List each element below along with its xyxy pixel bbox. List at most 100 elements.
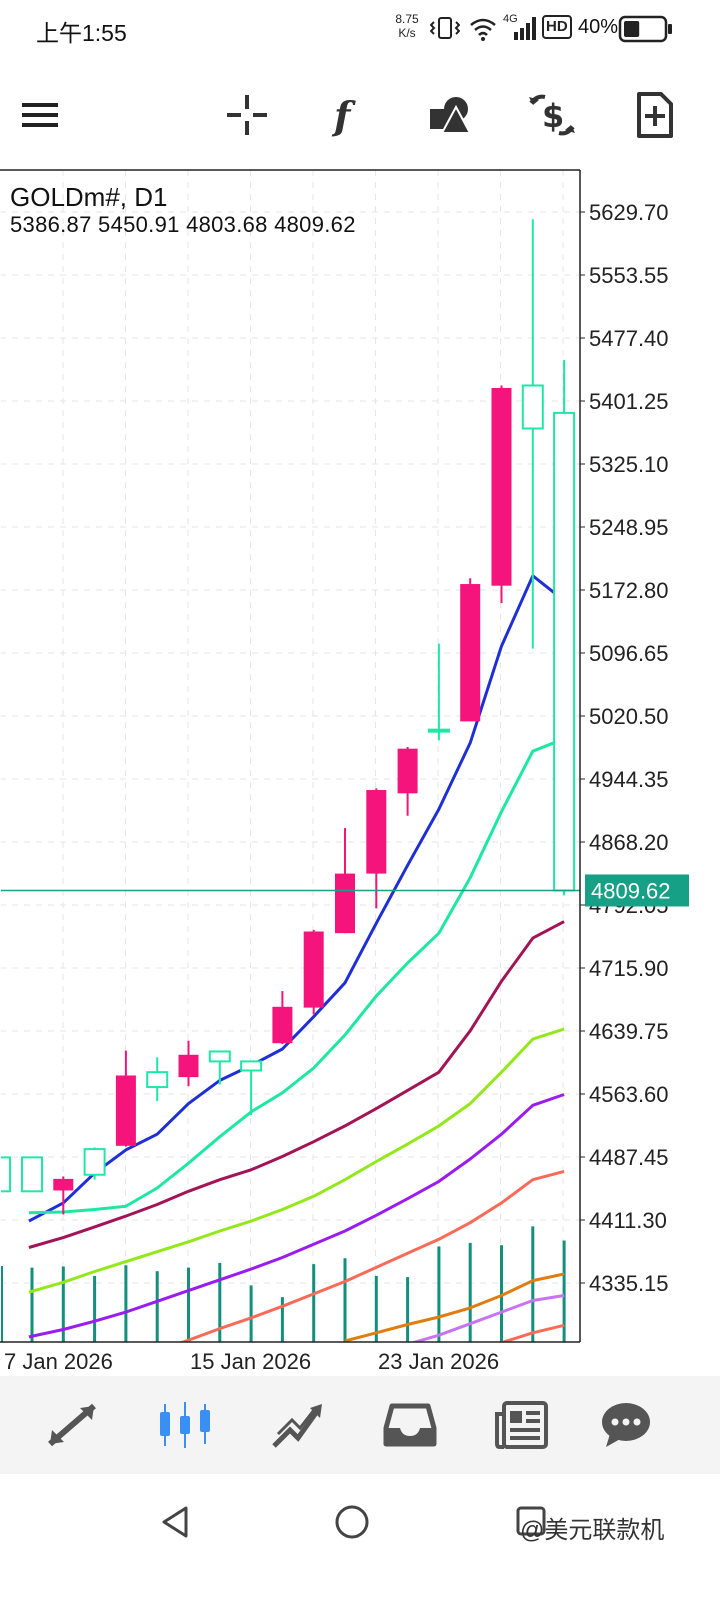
price-tick-label: 5248.95	[589, 515, 669, 540]
nav-history[interactable]	[360, 1376, 460, 1474]
chart-ohlc-values: 5386.87 5450.91 4803.68 4809.62	[10, 212, 356, 237]
crosshair-button[interactable]	[212, 70, 282, 160]
volume-bar	[531, 1226, 535, 1342]
moving-average-line	[501, 1323, 565, 1342]
volume-bar	[437, 1246, 441, 1342]
new-order-icon	[637, 92, 673, 138]
candle-body	[427, 728, 450, 733]
svg-text:$: $	[542, 97, 564, 135]
price-tick-label: 5325.10	[589, 452, 669, 477]
moving-average-line	[178, 1169, 565, 1342]
price-tick-label: 4944.35	[589, 767, 669, 792]
moving-average-line	[28, 1093, 565, 1339]
svg-text:f: f	[331, 93, 356, 137]
moving-average-line	[344, 1272, 565, 1342]
volume-bar	[93, 1275, 97, 1342]
volume-bar	[30, 1267, 34, 1342]
moving-average-line	[28, 574, 566, 1223]
dollar-refresh-icon: $	[529, 94, 575, 136]
candle-body	[115, 1075, 136, 1146]
volume-bar	[312, 1264, 316, 1342]
price-tick-label: 5553.55	[589, 263, 669, 288]
bottom-navigation	[0, 1376, 720, 1474]
trade-icon	[272, 1404, 322, 1448]
news-icon	[495, 1401, 548, 1449]
volume-bar	[280, 1297, 284, 1342]
candle-body	[397, 748, 418, 794]
candle-body	[272, 1006, 293, 1044]
volume-bar	[1, 1266, 3, 1342]
status-bar: 上午1:55 8.75 K/s 4G HD 40%	[0, 0, 720, 60]
volume-bar	[155, 1271, 159, 1342]
moving-average-line	[28, 920, 565, 1249]
moving-average-line	[410, 1294, 565, 1342]
price-tick-label: 4715.90	[589, 956, 669, 981]
candle-body	[21, 1156, 43, 1193]
candle-body	[460, 584, 481, 722]
candle-body	[335, 873, 355, 934]
plot-group	[1, 171, 580, 1342]
time-tick-label: 23 Jan 2026	[378, 1349, 499, 1372]
indicators-button[interactable]: f	[313, 70, 383, 160]
price-tick-label: 5020.50	[589, 704, 669, 729]
vibrate-icon	[430, 17, 460, 39]
nav-quotes[interactable]	[22, 1376, 122, 1474]
nav-chart[interactable]	[135, 1376, 235, 1474]
price-tick-label: 4411.30	[589, 1208, 667, 1233]
price-tick-label: 5477.40	[589, 326, 669, 351]
new-order-button[interactable]	[620, 70, 690, 160]
chart-canvas[interactable]: 5629.70 5553.55 5477.40 5401.25 5325.10 5248.…	[0, 168, 720, 1372]
candle-body	[491, 387, 512, 586]
network-speed: 8.75 K/s	[390, 12, 424, 40]
recents-icon[interactable]	[514, 1504, 550, 1540]
volume-bar	[218, 1262, 222, 1342]
price-chart[interactable]: 5629.70 5553.55 5477.40 5401.25 5325.10 5248.…	[0, 168, 720, 1372]
chart-icon	[160, 1402, 210, 1448]
current-price-tag	[585, 874, 689, 907]
volume-bar	[374, 1275, 378, 1342]
objects-button[interactable]	[415, 70, 485, 160]
hd-badge: HD	[542, 15, 572, 39]
price-tick-label: 4563.60	[589, 1082, 669, 1107]
candle-body	[366, 790, 387, 874]
menu-button[interactable]	[5, 70, 75, 160]
nav-news[interactable]	[472, 1376, 572, 1474]
price-tick-label: 4639.75	[589, 1019, 669, 1044]
candle-body	[178, 1054, 199, 1078]
volume-bar	[562, 1240, 566, 1342]
candle-body	[83, 1148, 106, 1176]
system-navigation	[0, 1474, 720, 1600]
candle-body	[240, 1060, 263, 1072]
chart-symbol-title: GOLDm#, D1	[10, 182, 168, 212]
time-tick-label: 7 Jan 2026	[4, 1349, 113, 1372]
nav-trade[interactable]	[248, 1376, 348, 1474]
price-tick-label: 4335.15	[589, 1271, 669, 1296]
price-tick-label: 5401.25	[589, 389, 669, 414]
moving-average-line	[28, 1027, 565, 1294]
battery-icon	[618, 15, 672, 43]
candle-body	[553, 411, 576, 892]
candle-body	[146, 1071, 169, 1089]
price-tick-label: 5629.70	[589, 200, 669, 225]
price-tick-label: 4487.45	[589, 1145, 669, 1170]
nav-messages[interactable]	[576, 1376, 676, 1474]
network-speed-unit: K/s	[398, 26, 416, 40]
price-tick-label: 4868.20	[589, 830, 669, 855]
quotes-icon	[48, 1403, 96, 1447]
price-tick-label: 5096.65	[589, 641, 669, 666]
price-tick-label: 5172.80	[589, 578, 669, 603]
battery-percent: 40%	[578, 16, 619, 38]
volume-bar	[61, 1266, 65, 1342]
home-icon[interactable]	[334, 1504, 370, 1540]
symbols-button[interactable]: $	[517, 70, 587, 160]
moving-average-line	[28, 737, 565, 1215]
signal-icon	[514, 17, 536, 40]
back-icon[interactable]	[158, 1504, 194, 1540]
time-tick-label: 15 Jan 2026	[190, 1349, 311, 1372]
shapes-icon	[430, 97, 472, 134]
menu-icon	[22, 103, 58, 127]
volume-bar	[124, 1265, 128, 1342]
current-price-tag-label: 4809.62	[591, 878, 671, 903]
volume-bar	[500, 1245, 503, 1342]
volume-bar	[187, 1267, 190, 1342]
